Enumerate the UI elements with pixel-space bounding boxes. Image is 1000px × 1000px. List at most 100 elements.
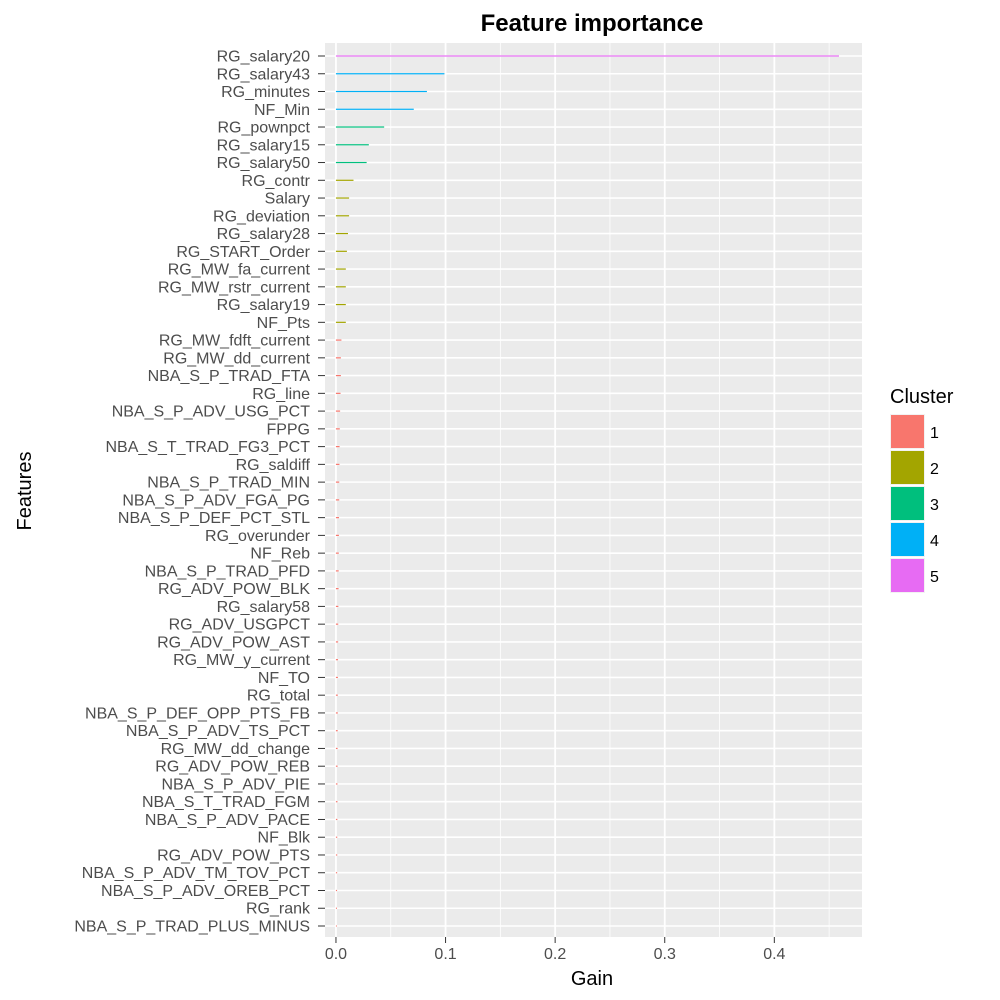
y-tick-label: NBA_S_P_DEF_PCT_STL: [118, 510, 310, 527]
y-tick-label: NBA_S_P_DEF_OPP_PTS_FB: [85, 705, 310, 722]
y-tick-label: RG_minutes: [221, 84, 310, 101]
legend-swatch: [891, 487, 924, 520]
y-axis-title: Features: [14, 452, 36, 531]
plot-panel: [325, 43, 862, 937]
y-tick-label: RG_MW_y_current: [173, 652, 310, 669]
bar: [335, 481, 340, 483]
y-tick-label: NF_Reb: [250, 546, 310, 563]
bar: [335, 446, 340, 448]
y-tick-label: RG_salary19: [217, 297, 310, 314]
bar: [335, 410, 341, 412]
bar: [335, 712, 338, 714]
bar: [335, 392, 341, 394]
bar: [335, 588, 339, 590]
y-tick-label: RG_salary20: [217, 49, 310, 66]
bar: [335, 428, 340, 430]
bar: [335, 108, 414, 110]
y-tick-label: NBA_S_P_ADV_USG_PCT: [112, 404, 311, 421]
y-tick-label: RG_pownpct: [218, 120, 311, 137]
bar: [335, 765, 338, 767]
bar: [335, 499, 340, 501]
bar: [335, 747, 338, 750]
y-tick-label: NF_Blk: [258, 830, 311, 847]
y-tick-label: RG_salary15: [217, 137, 310, 154]
bar: [335, 268, 346, 270]
y-tick-label: RG_salary43: [217, 66, 310, 83]
bar: [335, 303, 346, 306]
y-tick-label: NBA_S_P_TRAD_PFD: [145, 563, 310, 580]
y-tick-label: RG_salary50: [217, 155, 310, 172]
bar: [335, 339, 342, 341]
bar: [335, 907, 337, 909]
y-tick-label: NF_Min: [254, 102, 310, 119]
y-tick-label: RG_line: [252, 386, 310, 403]
bar: [335, 605, 339, 608]
y-tick-label: RG_MW_dd_current: [163, 350, 310, 367]
legend-swatch: [891, 523, 924, 556]
y-tick-labels: RG_salary20RG_salary43RG_minutesNF_MinRG…: [74, 49, 325, 936]
bar: [335, 73, 445, 75]
panel-background: [325, 43, 862, 937]
bar: [335, 694, 338, 696]
y-tick-label: RG_salary28: [217, 226, 310, 243]
legend-swatch: [891, 451, 924, 484]
y-tick-label: RG_MW_fa_current: [168, 262, 311, 279]
bar: [335, 534, 339, 536]
bar: [335, 179, 354, 181]
legend-label: 1: [930, 425, 939, 442]
y-tick-label: RG_overunder: [205, 528, 311, 545]
bar: [335, 730, 338, 732]
y-tick-label: RG_rank: [246, 901, 311, 918]
legend-swatch: [891, 559, 924, 592]
bar: [335, 676, 338, 679]
y-tick-label: NF_Pts: [257, 315, 310, 332]
y-tick-label: RG_saldiff: [236, 457, 311, 474]
bar: [335, 144, 369, 146]
y-tick-label: NBA_S_P_ADV_TS_PCT: [126, 723, 310, 740]
bar: [335, 818, 338, 821]
y-tick-label: RG_deviation: [213, 208, 310, 225]
legend-swatch: [891, 415, 924, 448]
y-tick-label: RG_salary58: [217, 599, 310, 616]
bar: [335, 641, 339, 643]
y-tick-label: Salary: [265, 191, 310, 208]
bar: [335, 836, 338, 838]
bar: [335, 623, 339, 625]
legend-label: 4: [930, 533, 939, 550]
y-tick-label: RG_ADV_POW_BLK: [158, 581, 310, 598]
x-tick-label: 0.0: [325, 946, 347, 963]
bar: [335, 286, 346, 288]
chart-title: Feature importance: [481, 10, 704, 37]
bar: [335, 232, 349, 235]
bar: [335, 659, 339, 661]
bar: [335, 161, 367, 164]
y-tick-label: NF_TO: [258, 670, 310, 687]
bar: [335, 321, 346, 323]
bar: [335, 854, 338, 856]
y-tick-label: RG_MW_dd_change: [161, 741, 311, 758]
bar: [335, 517, 340, 519]
y-tick-label: NBA_S_P_ADV_TM_TOV_PCT: [82, 865, 310, 882]
bar: [335, 90, 427, 93]
bar: [335, 357, 341, 359]
x-tick-label: 0.2: [544, 946, 566, 963]
y-tick-label: RG_contr: [242, 173, 311, 190]
bar: [335, 374, 341, 377]
y-tick-label: RG_MW_fdft_current: [159, 333, 311, 350]
bar: [335, 801, 338, 803]
y-tick-label: RG_ADV_POW_AST: [157, 634, 310, 651]
y-tick-label: FPPG: [266, 421, 310, 438]
bar: [335, 126, 385, 128]
y-tick-label: NBA_S_P_TRAD_PLUS_MINUS: [74, 919, 310, 936]
y-tick-label: RG_START_Order: [176, 244, 310, 261]
y-tick-label: RG_MW_rstr_current: [158, 279, 311, 296]
x-tick-labels: 0.0 0.1 0.2 0.3 0.4: [325, 937, 786, 963]
y-tick-label: NBA_S_T_TRAD_FGM: [142, 794, 310, 811]
bar: [335, 55, 839, 57]
y-tick-label: RG_ADV_POW_REB: [155, 759, 310, 776]
y-tick-label: NBA_S_P_TRAD_FTA: [148, 368, 311, 385]
x-tick-label: 0.3: [654, 946, 676, 963]
bar: [335, 197, 350, 199]
bar: [335, 783, 338, 785]
